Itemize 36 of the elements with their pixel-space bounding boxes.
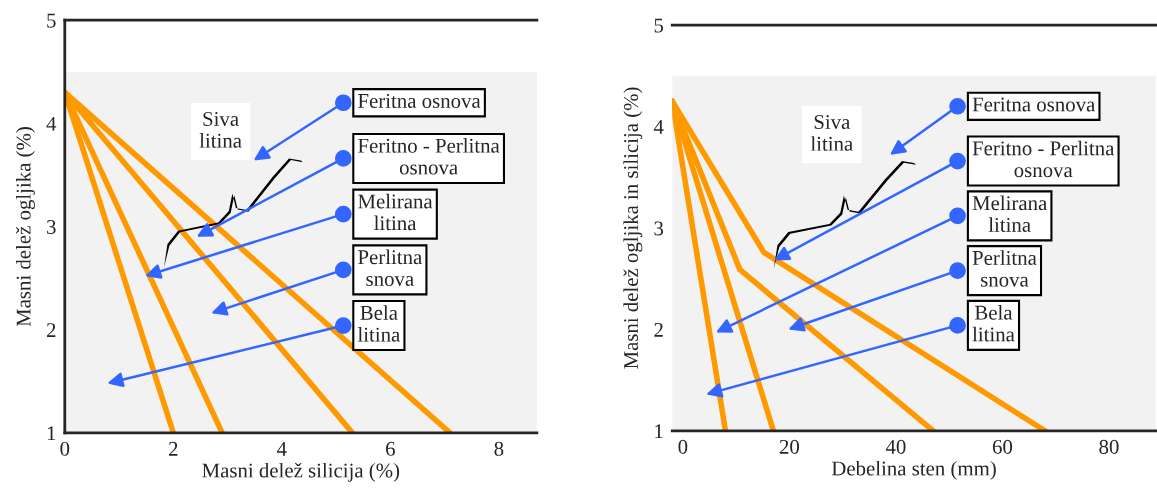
annotation: Bela litina	[972, 305, 1015, 342]
annotation: Feritno - Perlitna osnova	[972, 140, 1115, 178]
x-tick-label: 0	[60, 441, 70, 456]
annotation: Feritno - Perlitna osnova	[358, 138, 500, 175]
annotation: Feritna osnova	[972, 97, 1096, 112]
annotation: Melirana litina	[358, 193, 433, 231]
y-axis-title: Masni delež ogljika (%)	[15, 127, 35, 327]
y-tick-label: 2	[654, 322, 663, 337]
y-tick-label: 3	[654, 221, 664, 236]
x-tick-label: 40	[885, 439, 906, 454]
x-tick-label: 8	[494, 441, 504, 456]
y-tick-label: 1	[655, 424, 663, 439]
x-tick-label: 60	[992, 439, 1013, 454]
x-axis-title: Masni delež silicija (%)	[202, 462, 400, 482]
x-tick-label: 0	[678, 439, 688, 454]
x-tick-label: 2	[169, 441, 178, 456]
x-tick-label: 80	[1099, 439, 1119, 454]
annotation: Siva litina	[810, 115, 853, 151]
annotation: Bela litina	[357, 305, 400, 342]
y-tick-label: 5	[654, 18, 664, 33]
y-tick-label: 5	[47, 13, 56, 28]
annotation: Melirana litina	[972, 195, 1047, 232]
x-tick-label: 20	[779, 439, 800, 454]
x-axis-title: Debelina sten (mm)	[831, 460, 996, 480]
y-tick-label: 3	[47, 219, 56, 234]
y-tick-label: 4	[46, 116, 57, 131]
annotation: Perlitna snova	[358, 249, 422, 286]
y-tick-label: 1	[47, 426, 56, 441]
y-axis-title: Masni delež ogljika in silicija (%)	[623, 87, 643, 369]
annotation: Feritna osnova	[358, 93, 481, 108]
annotation: Siva litina	[199, 111, 242, 148]
annotation: Perlitna snova	[972, 250, 1037, 287]
y-tick-label: 4	[653, 120, 664, 134]
x-tick-label: 6	[386, 441, 395, 456]
x-tick-label: 4	[277, 441, 287, 456]
y-tick-label: 2	[46, 323, 56, 337]
